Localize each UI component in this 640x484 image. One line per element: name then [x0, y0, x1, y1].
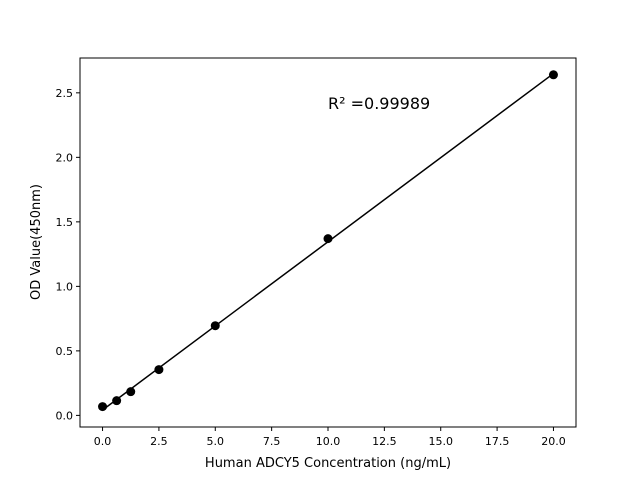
r-squared-annotation: R² =0.99989: [328, 94, 430, 113]
y-axis-label: OD Value(450nm): [29, 184, 44, 300]
x-tick-label: 7.5: [263, 435, 281, 448]
data-point: [126, 387, 136, 397]
data-point: [323, 234, 333, 244]
y-tick-label: 0.0: [56, 409, 74, 422]
x-tick-label: 2.5: [150, 435, 168, 448]
x-axis-label: Human ADCY5 Concentration (ng/mL): [205, 456, 451, 471]
y-tick-label: 1.5: [56, 216, 74, 229]
x-tick-label: 5.0: [207, 435, 225, 448]
x-tick-label: 15.0: [428, 435, 453, 448]
y-tick-label: 2.0: [56, 151, 74, 164]
x-tick-label: 0.0: [94, 435, 112, 448]
y-tick-label: 2.5: [56, 87, 74, 100]
data-point: [154, 365, 164, 375]
data-point: [548, 70, 558, 80]
y-tick-label: 0.5: [56, 345, 74, 358]
y-tick-label: 1.0: [56, 280, 74, 293]
x-tick-label: 10.0: [316, 435, 341, 448]
data-point: [98, 402, 108, 412]
data-point: [210, 321, 220, 331]
data-point: [112, 396, 122, 406]
x-tick-label: 20.0: [541, 435, 566, 448]
plot-frame: [79, 57, 577, 428]
x-tick-label: 12.5: [372, 435, 397, 448]
x-tick-label: 17.5: [485, 435, 510, 448]
